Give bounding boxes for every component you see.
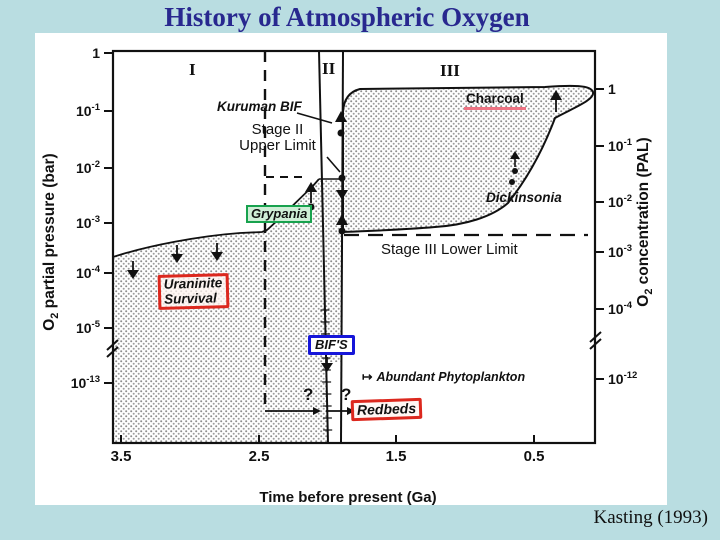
right-tick-label-1: 1 bbox=[608, 81, 616, 97]
right-tick-label-10-1: 10-1 bbox=[608, 137, 633, 154]
kuruman-pointer-line bbox=[296, 112, 333, 124]
left-tick-label-10-1: 10-1 bbox=[76, 102, 101, 119]
citation: Kasting (1993) bbox=[593, 507, 708, 528]
x-tick-label-0.5: 0.5 bbox=[524, 448, 545, 465]
data-point bbox=[512, 168, 518, 174]
uraninite-survival-label: Uraninite Survival bbox=[157, 273, 229, 311]
question-mark-1: ? bbox=[303, 385, 314, 404]
uraninite-down-arrowhead-3 bbox=[211, 252, 223, 261]
right-tick-label-10-4: 10-4 bbox=[608, 300, 633, 317]
stage-label-i: I bbox=[189, 60, 196, 79]
left-tick-label-10-4: 10-4 bbox=[76, 264, 101, 281]
right-tick-label-10-3: 10-3 bbox=[608, 243, 632, 260]
data-point bbox=[509, 179, 515, 185]
left-tick-label-10-3: 10-3 bbox=[76, 214, 100, 231]
data-point bbox=[338, 227, 346, 235]
x-tick-label-1.5: 1.5 bbox=[386, 448, 407, 465]
x-axis-title: Time before present (Ga) bbox=[259, 489, 437, 506]
stage2-down-arrowhead bbox=[336, 190, 348, 200]
stage2-left-boundary-line bbox=[318, 50, 329, 444]
data-point bbox=[338, 174, 346, 182]
stage2-upper-limit-label: Stage II Upper Limit bbox=[239, 121, 316, 155]
left-tick-label-10-13: 10-13 bbox=[71, 374, 100, 391]
stage-label-ii: II bbox=[322, 59, 336, 78]
upper-limit-pointer-line bbox=[326, 156, 341, 173]
dickinsonia-label: Dickinsonia bbox=[486, 190, 562, 205]
grypania-label: Grypania bbox=[246, 205, 313, 224]
x-tick-label-3.5: 3.5 bbox=[111, 448, 132, 465]
bifs-down-arrowhead bbox=[321, 363, 333, 372]
question-mark-2: ? bbox=[341, 385, 352, 404]
slide-title: History of Atmospheric Oxygen bbox=[0, 2, 720, 36]
stage1-upper-limit-curve bbox=[112, 178, 320, 258]
uraninite-down-arrowhead-2 bbox=[171, 254, 183, 263]
redbeds-arrowhead-1 bbox=[313, 407, 321, 415]
uraninite-down-arrowhead-1 bbox=[127, 270, 139, 279]
mapsto-arrow-icon: ↦ bbox=[362, 370, 373, 384]
data-point bbox=[337, 129, 345, 137]
grypania-up-arrowhead bbox=[305, 182, 317, 192]
dickinsonia-up-arrowhead bbox=[510, 151, 520, 159]
stage2-up-arrowhead bbox=[336, 214, 348, 225]
stage3-lower-limit-label: Stage III Lower Limit bbox=[381, 241, 518, 258]
x-tick-label-2.5: 2.5 bbox=[249, 448, 270, 465]
stage3-envelope bbox=[342, 84, 594, 234]
left-axis-title: O2 partial pressure (bar) bbox=[40, 153, 62, 331]
kuruman-up-arrowhead bbox=[335, 111, 347, 122]
charcoal-up-arrowhead bbox=[550, 90, 562, 100]
right-tick-label-10-2: 10-2 bbox=[608, 193, 632, 210]
left-tick-label-10-2: 10-2 bbox=[76, 159, 100, 176]
charcoal-label: Charcoal bbox=[464, 91, 526, 110]
left-tick-label-1: 1 bbox=[92, 45, 100, 61]
stage1-stippled-region bbox=[113, 179, 328, 443]
abundant-phytoplankton-label: ↦ Abundant Phytoplankton bbox=[362, 370, 526, 384]
bifs-label: BIF'S bbox=[308, 335, 355, 356]
right-tick-label-10-12: 10-12 bbox=[608, 370, 637, 387]
plot-border bbox=[111, 49, 597, 445]
right-axis-title: O2 concentration (PAL) bbox=[634, 137, 656, 307]
kuruman-bif-label: Kuruman BIF bbox=[217, 99, 302, 114]
redbeds-label: Redbeds bbox=[350, 397, 423, 422]
left-tick-label-10-5: 10-5 bbox=[76, 319, 101, 336]
stage-label-iii: III bbox=[440, 61, 460, 80]
